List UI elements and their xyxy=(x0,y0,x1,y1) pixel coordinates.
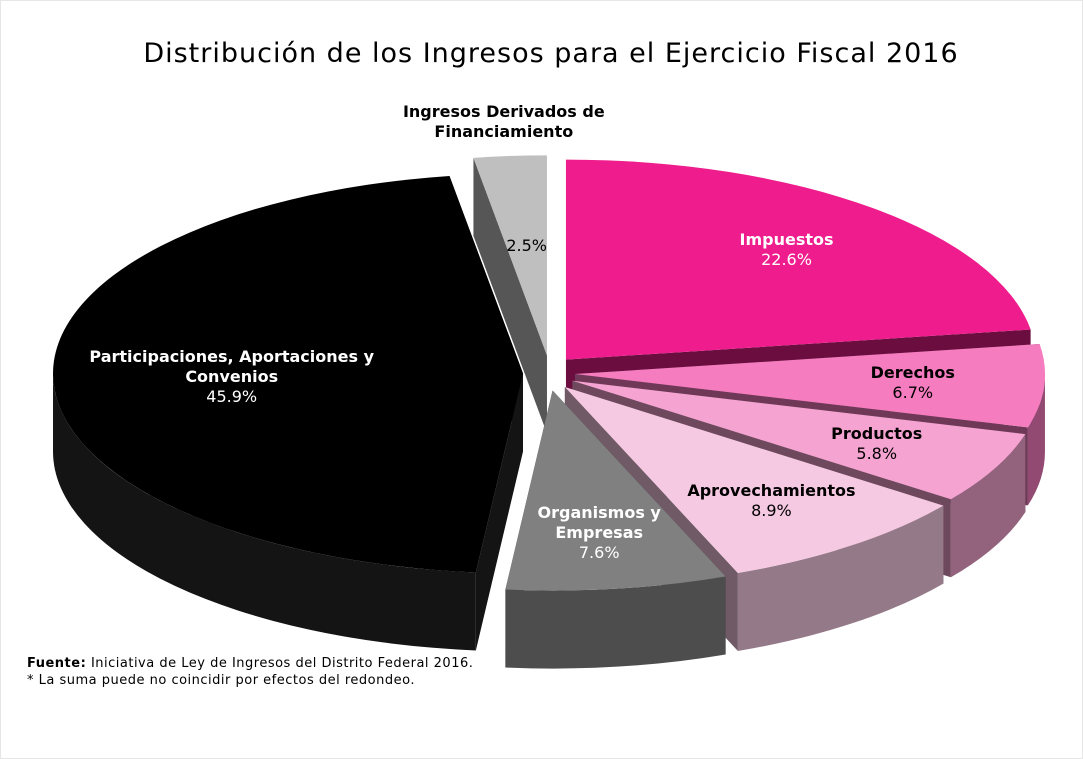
slice-label: Aprovechamientos 8.9% xyxy=(671,481,871,521)
slice xyxy=(505,390,726,591)
category-label: Participaciones, Aportaciones y Convenio… xyxy=(89,347,375,386)
value-label: 5.8% xyxy=(856,443,898,463)
note: * La suma puede no coincidir por efectos… xyxy=(27,673,415,688)
value-label: 22.6% xyxy=(761,250,812,270)
slice-side xyxy=(1027,374,1045,506)
category-label: Derechos xyxy=(870,362,955,382)
category-label: Productos xyxy=(831,423,923,443)
slice-label: Organismos y Empresas 7.6% xyxy=(499,503,699,563)
slice-label: 2.5% xyxy=(427,236,627,256)
slice xyxy=(565,159,1031,360)
slice-wall xyxy=(475,373,524,651)
slice xyxy=(473,155,547,356)
slice xyxy=(564,387,944,573)
slice xyxy=(53,175,524,573)
value-label: 45.9% xyxy=(206,387,258,406)
slice-label: Participaciones, Aportaciones y Convenio… xyxy=(62,347,402,407)
slice-side xyxy=(505,576,726,669)
slice xyxy=(574,344,1045,428)
category-label: Impuestos xyxy=(739,230,834,250)
slice-label: Productos 5.8% xyxy=(777,424,977,464)
category-label: Ingresos Derivados de Financiamiento xyxy=(402,102,605,142)
slice-side xyxy=(737,505,944,651)
footer: Fuente: Iniciativa de Ley de Ingresos de… xyxy=(27,655,473,689)
slice-wall xyxy=(473,157,547,434)
slice xyxy=(572,380,1026,500)
value-label: 6.7% xyxy=(892,382,934,402)
value-label: 8.9% xyxy=(751,501,792,521)
category-label: Aprovechamientos xyxy=(687,481,856,501)
source-line: Fuente: Iniciativa de Ley de Ingresos de… xyxy=(27,655,473,672)
slice-label: Impuestos 22.6% xyxy=(687,230,887,270)
source: Iniciativa de Ley de Ingresos del Distri… xyxy=(90,656,474,671)
value-label: 2.5% xyxy=(506,235,547,255)
slice-label: Derechos 6.7% xyxy=(813,363,1013,403)
value-label: 7.6% xyxy=(578,543,620,563)
slice-side xyxy=(53,373,476,651)
chart-title: Distribución de los Ingresos para el Eje… xyxy=(143,38,959,69)
source-label: Fuente: xyxy=(27,656,87,671)
category-label: Organismos y Empresas xyxy=(537,503,661,543)
slice-side xyxy=(950,434,1026,578)
